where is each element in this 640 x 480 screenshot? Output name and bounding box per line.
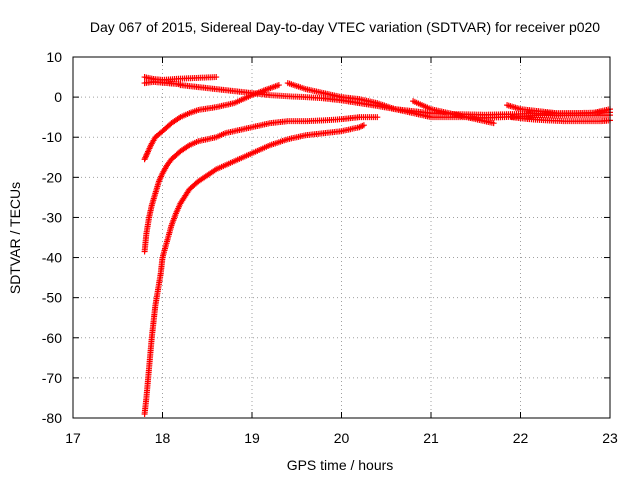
x-tick-label: 22 <box>513 430 529 446</box>
y-tick-label: -30 <box>42 209 62 225</box>
data-point <box>213 74 220 81</box>
plot-frame <box>72 56 611 419</box>
data-point <box>490 120 497 127</box>
data-point <box>360 122 367 129</box>
series-arc-2 <box>141 78 184 88</box>
x-tick-label: 19 <box>244 430 260 446</box>
x-tick-labels: 17 18 19 20 21 22 23 <box>65 430 618 446</box>
y-tick-label: -40 <box>42 250 62 266</box>
chart-title: Day 067 of 2015, Sidereal Day-to-day VTE… <box>90 19 600 35</box>
series-arc-8 <box>410 98 497 127</box>
x-tick-label: 23 <box>602 430 618 446</box>
data-point <box>275 82 282 89</box>
data-point <box>374 114 381 121</box>
y-tick-label: -80 <box>42 410 62 426</box>
series-arc-7 <box>141 122 367 417</box>
data-series <box>141 74 613 417</box>
data-point <box>357 123 364 130</box>
y-tick-label: -10 <box>42 129 62 145</box>
y-tick-label: 10 <box>46 49 62 65</box>
y-tick-label: 0 <box>54 89 62 105</box>
x-axis-title: GPS time / hours <box>287 457 394 473</box>
series-arc-6 <box>141 114 381 255</box>
y-tick-labels: 10 0 -10 -20 -30 -40 -50 -60 -70 -80 <box>42 49 62 426</box>
x-tick-label: 21 <box>423 430 439 446</box>
x-tick-label: 20 <box>334 430 350 446</box>
y-tick-label: -60 <box>42 330 62 346</box>
y-tick-label: -50 <box>42 290 62 306</box>
y-axis-title: SDTVAR / TECUs <box>7 182 23 294</box>
x-tick-label: 18 <box>155 430 171 446</box>
y-tick-label: -20 <box>42 169 62 185</box>
x-tick-label: 17 <box>65 430 81 446</box>
y-tick-label: -70 <box>42 370 62 386</box>
